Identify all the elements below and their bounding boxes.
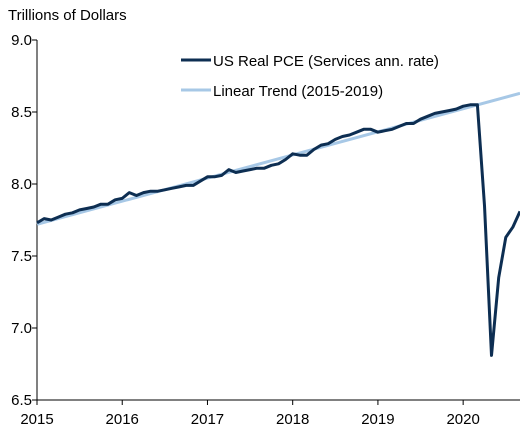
legend-label-linear-trend: Linear Trend (2015-2019)	[213, 83, 383, 100]
legend-label-real-pce: US Real PCE (Services ann. rate)	[213, 53, 439, 70]
x-tick-label: 2018	[276, 411, 309, 428]
y-tick-label: 7.0	[11, 320, 32, 337]
legend: US Real PCE (Services ann. rate) Linear …	[181, 53, 439, 100]
x-tick-label: 2017	[191, 411, 224, 428]
x-tick-label: 2019	[361, 411, 394, 428]
y-tick-label: 9.0	[11, 32, 32, 49]
x-axis: 2015 2016 2017 2018 2019 2020	[20, 399, 520, 428]
y-tick-label: 6.5	[11, 392, 32, 409]
unit-label: Trillions of Dollars	[8, 7, 127, 24]
plot-lines	[36, 91, 520, 357]
y-tick-label: 8.5	[11, 104, 32, 121]
y-tick-label: 8.0	[11, 176, 32, 193]
series-line-real-pce	[36, 103, 520, 357]
x-tick-label: 2020	[446, 411, 479, 428]
y-tick-label: 7.5	[11, 248, 32, 265]
x-tick-label: 2015	[20, 411, 53, 428]
y-axis: 6.5 7.0 7.5 8.0 8.5 9.0	[11, 32, 38, 409]
x-tick-label: 2016	[106, 411, 139, 428]
series-line-linear-trend	[36, 91, 520, 226]
